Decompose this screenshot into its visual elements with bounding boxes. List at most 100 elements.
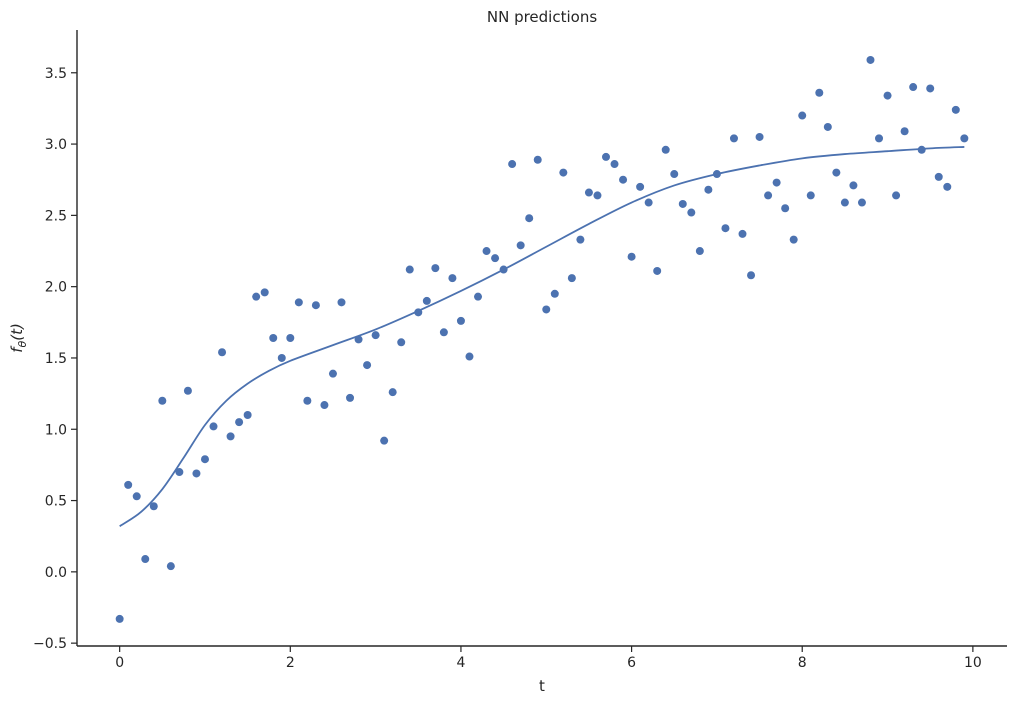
data-point (900, 127, 909, 136)
chart-title: NN predictions (487, 8, 597, 26)
data-point (542, 305, 551, 314)
data-point (721, 224, 730, 233)
data-point (857, 198, 866, 207)
data-point (363, 361, 372, 370)
y-axis-ticks: −0.5 0.0 0.5 1.0 1.5 2.0 2.5 3.0 3.5 (33, 66, 77, 652)
plot-area (115, 55, 969, 623)
data-point (166, 562, 175, 571)
data-point (439, 328, 448, 337)
data-point (141, 555, 150, 564)
data-point (277, 353, 286, 362)
data-point (252, 292, 261, 301)
x-axis-ticks: 0 2 4 6 8 10 (115, 646, 982, 671)
data-point (183, 386, 192, 395)
data-point (200, 455, 209, 464)
data-point (619, 175, 628, 184)
data-point (311, 301, 320, 310)
data-point (601, 152, 610, 161)
y-axis-label: fθ(t) (8, 323, 29, 353)
data-point (124, 480, 133, 489)
data-point (567, 274, 576, 283)
data-point (132, 492, 141, 501)
data-point (243, 411, 252, 419)
data-point (559, 168, 568, 177)
data-point (175, 468, 184, 477)
data-point (840, 198, 849, 207)
y-tick-label: 2.5 (45, 208, 67, 224)
data-point (294, 298, 303, 307)
data-point (371, 331, 380, 340)
x-axis-label: t (539, 677, 545, 695)
data-point (491, 254, 500, 263)
data-point (781, 204, 790, 213)
data-point (695, 247, 704, 256)
data-point (747, 271, 756, 280)
data-point (209, 422, 218, 431)
data-point (764, 191, 773, 200)
data-point (260, 288, 269, 297)
data-point (397, 338, 406, 347)
data-point (960, 134, 969, 143)
y-tick-label: −0.5 (33, 636, 67, 652)
data-point (934, 172, 943, 181)
data-point (832, 168, 841, 177)
data-point (712, 170, 721, 179)
y-tick-label: 3.0 (45, 137, 67, 153)
data-point (508, 160, 517, 169)
data-point (806, 191, 815, 200)
data-point (789, 235, 798, 244)
data-point (328, 369, 337, 378)
y-tick-label: 1.0 (45, 422, 67, 438)
data-point (303, 396, 312, 405)
y-tick-label: 3.5 (45, 66, 67, 82)
data-point (499, 265, 508, 274)
data-point (474, 292, 483, 301)
y-axis-label-sub: θ (16, 341, 29, 348)
data-point (661, 145, 670, 154)
data-point (405, 265, 414, 274)
data-point (286, 334, 295, 342)
data-point (755, 132, 764, 141)
data-point (875, 134, 884, 143)
y-axis-label-main: f (8, 345, 26, 353)
y-tick-label: 0.0 (45, 565, 67, 581)
data-point (866, 55, 875, 64)
data-point (456, 316, 465, 325)
prediction-curve (119, 146, 965, 527)
data-point (704, 185, 713, 194)
data-point (670, 170, 679, 179)
data-point (951, 105, 960, 114)
x-tick-label: 4 (456, 655, 465, 671)
data-point (115, 614, 124, 623)
data-point (388, 388, 397, 397)
x-tick-label: 6 (627, 655, 636, 671)
data-point (422, 296, 431, 305)
x-tick-label: 8 (798, 655, 807, 671)
x-tick-label: 2 (286, 655, 295, 671)
data-point (448, 274, 457, 283)
data-point (610, 160, 619, 169)
scatter-points (115, 55, 969, 623)
data-point (550, 289, 559, 298)
data-point (593, 191, 602, 200)
data-point (226, 432, 235, 441)
x-tick-label: 10 (964, 655, 982, 671)
data-point (926, 84, 935, 93)
data-point (465, 352, 474, 361)
data-point (627, 252, 636, 261)
y-axis-label-arg: (t) (8, 323, 26, 341)
data-point (892, 191, 901, 200)
x-tick-label: 0 (115, 655, 124, 671)
data-point (576, 235, 585, 244)
data-point (729, 134, 738, 143)
data-point (943, 182, 952, 191)
data-point (883, 91, 892, 100)
data-point (653, 266, 662, 275)
data-point (354, 335, 363, 344)
data-point (482, 247, 491, 256)
data-point (218, 348, 227, 357)
y-tick-label: 0.5 (45, 494, 67, 510)
data-point (235, 418, 244, 427)
data-point (337, 298, 346, 307)
